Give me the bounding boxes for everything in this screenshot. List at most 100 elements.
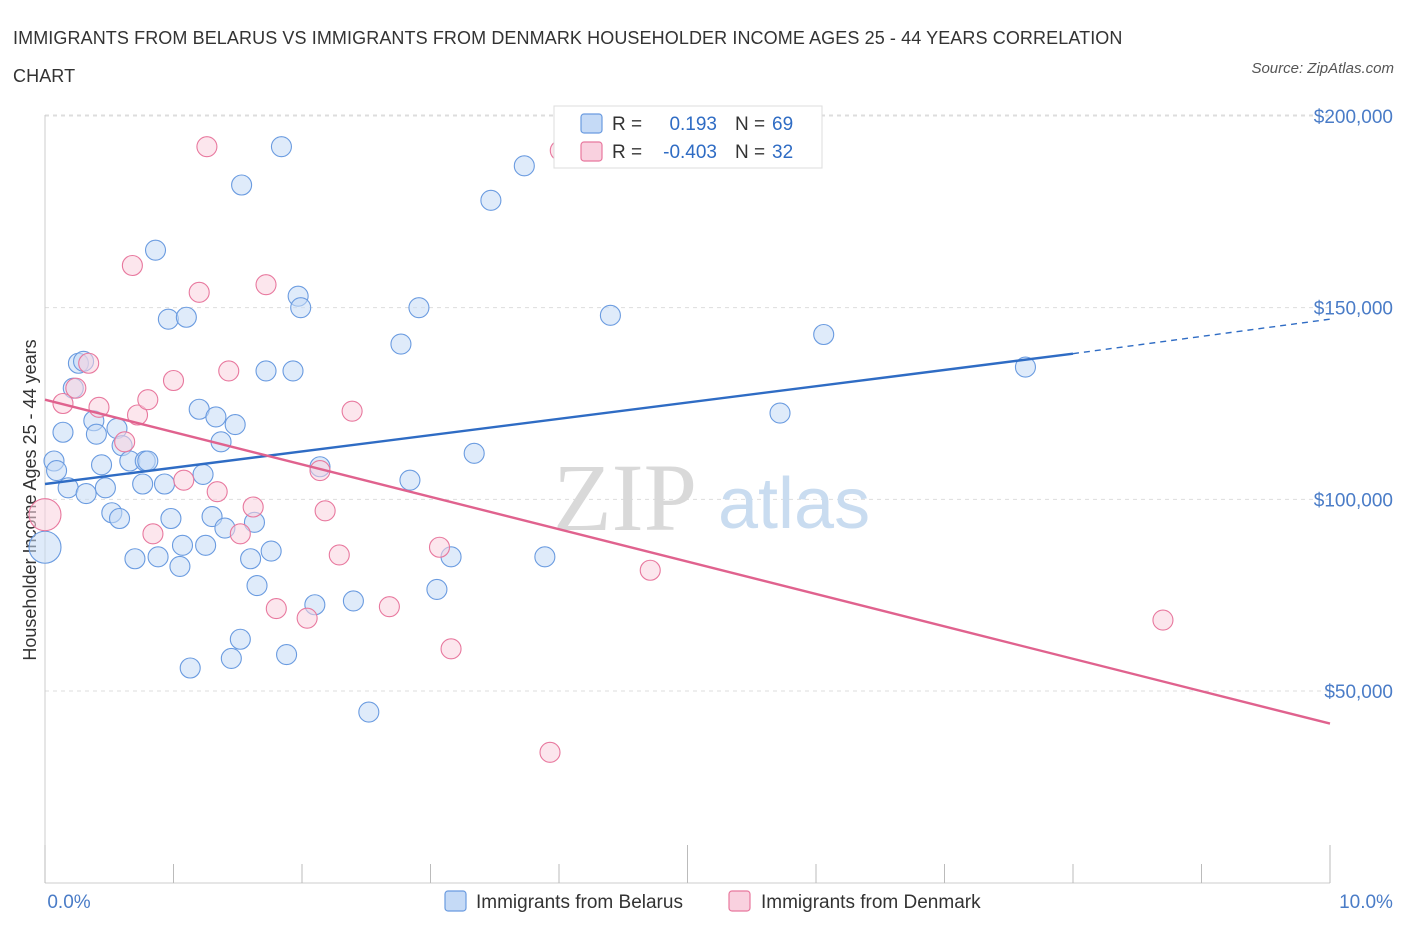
- trend-line: [44, 398, 1331, 725]
- scatter-point: [179, 657, 201, 679]
- scatter-point: [137, 450, 159, 472]
- scatter-point: [192, 463, 214, 485]
- scatter-point: [126, 404, 149, 426]
- scatter-point: [206, 481, 228, 503]
- legend-r-label-belarus: R =: [612, 114, 642, 135]
- y-axis-label: Householder Income Ages 25 - 44 years: [20, 339, 40, 660]
- scatter-point: [426, 578, 448, 600]
- scatter-point: [358, 701, 380, 723]
- x-tick-label-max: 10.0%: [1339, 892, 1393, 913]
- series-legend-label-denmark: Immigrants from Denmark: [761, 892, 981, 913]
- trend-line: [44, 352, 1074, 486]
- scatter-point: [534, 546, 556, 568]
- scatter-point: [188, 281, 210, 303]
- scatter-point: [769, 402, 791, 424]
- scatter-point: [85, 423, 107, 445]
- y-tick-label: $50,000: [1324, 682, 1393, 703]
- scatter-point: [290, 297, 312, 319]
- scatter-point: [173, 469, 195, 491]
- scatter-point: [162, 369, 185, 392]
- scatter-point: [28, 530, 62, 564]
- scatter-point: [599, 304, 621, 326]
- scatter-point: [94, 477, 116, 499]
- scatter-point: [229, 523, 251, 545]
- scatter-point: [539, 741, 561, 763]
- y-tick-label: $150,000: [1314, 299, 1393, 320]
- y-tick-label: $100,000: [1314, 490, 1393, 511]
- scatter-point: [265, 598, 287, 620]
- series-legend-swatch-belarus: [444, 890, 467, 912]
- scatter-point: [282, 360, 304, 382]
- legend-n-label-denmark: N =: [735, 142, 765, 163]
- watermark: ZIP atlas: [553, 444, 870, 551]
- scatter-point: [246, 575, 268, 597]
- legend-r-value-belarus: 0.193: [669, 114, 717, 135]
- scatter-point: [132, 473, 154, 495]
- watermark-zip: ZIP: [553, 444, 697, 551]
- scatter-point: [399, 469, 421, 491]
- scatter-point: [46, 460, 68, 482]
- scatter-point: [169, 555, 191, 577]
- scatter-point: [142, 523, 164, 545]
- scatter-point: [124, 548, 146, 570]
- chart-title: IMMIGRANTS FROM BELARUS VS IMMIGRANTS FR…: [13, 28, 1123, 86]
- scatter-point: [90, 454, 113, 476]
- scatter-point: [78, 352, 100, 374]
- scatter-point: [153, 473, 176, 495]
- chart-source: Source: ZipAtlas.com: [1251, 60, 1394, 77]
- scatter-point: [639, 559, 661, 581]
- scatter-point: [218, 360, 240, 382]
- scatter-point: [1014, 356, 1037, 378]
- series-legend-label-belarus: Immigrants from Belarus: [476, 892, 683, 913]
- legend-r-label-denmark: R =: [612, 142, 642, 163]
- x-ticks: [44, 845, 1331, 883]
- y-tick-labels: $50,000 $100,000 $150,000 $200,000: [1314, 107, 1393, 703]
- scatter-point: [270, 136, 292, 158]
- legend-n-value-belarus: 69: [772, 114, 793, 135]
- scatter-point: [513, 155, 535, 177]
- scatter-point: [328, 544, 350, 566]
- scatter-point: [260, 540, 282, 562]
- scatter-point: [196, 136, 218, 158]
- legend-r-value-denmark: -0.403: [663, 142, 717, 163]
- scatter-point: [108, 507, 131, 530]
- scatter-point: [813, 323, 835, 346]
- scatter-point: [342, 590, 364, 612]
- series-legend: Immigrants from Belarus Immigrants from …: [444, 890, 981, 913]
- scatter-point: [137, 389, 159, 411]
- series-legend-swatch-denmark: [728, 890, 751, 912]
- correlation-legend: R = 0.193 N = 69 R = -0.403 N = 32: [553, 105, 823, 169]
- scatter-point: [52, 421, 74, 443]
- legend-swatch-belarus: [580, 113, 603, 134]
- scatter-point: [480, 189, 502, 211]
- scatter-point: [160, 507, 182, 530]
- scatter-point: [224, 414, 246, 436]
- scatter-point: [229, 628, 251, 650]
- scatter-point: [276, 644, 298, 666]
- scatter-point: [341, 400, 363, 422]
- scatter-point: [65, 377, 87, 399]
- scatter-point: [1152, 609, 1174, 631]
- scatter-point: [314, 500, 336, 522]
- scatter-point: [231, 174, 253, 196]
- scatter-point: [114, 431, 136, 453]
- watermark-atlas: atlas: [718, 464, 870, 544]
- y-tick-label: $200,000: [1314, 107, 1393, 128]
- scatter-point: [195, 534, 217, 556]
- scatter-point: [28, 498, 62, 532]
- legend-n-value-denmark: 32: [772, 142, 793, 163]
- scatter-point: [390, 333, 412, 355]
- scatter-point: [175, 306, 197, 328]
- trend-lines: [44, 318, 1331, 725]
- scatter-point: [428, 536, 451, 558]
- scatter-point: [75, 483, 97, 505]
- scatter-point: [147, 546, 169, 568]
- scatter-point: [240, 548, 262, 570]
- scatter-point: [255, 274, 277, 296]
- series-denmark-points: [28, 136, 1174, 763]
- trend-line-extension: [1072, 318, 1331, 355]
- scatter-point: [296, 607, 318, 629]
- scatter-point: [157, 308, 179, 330]
- series-belarus-points: [28, 136, 1037, 723]
